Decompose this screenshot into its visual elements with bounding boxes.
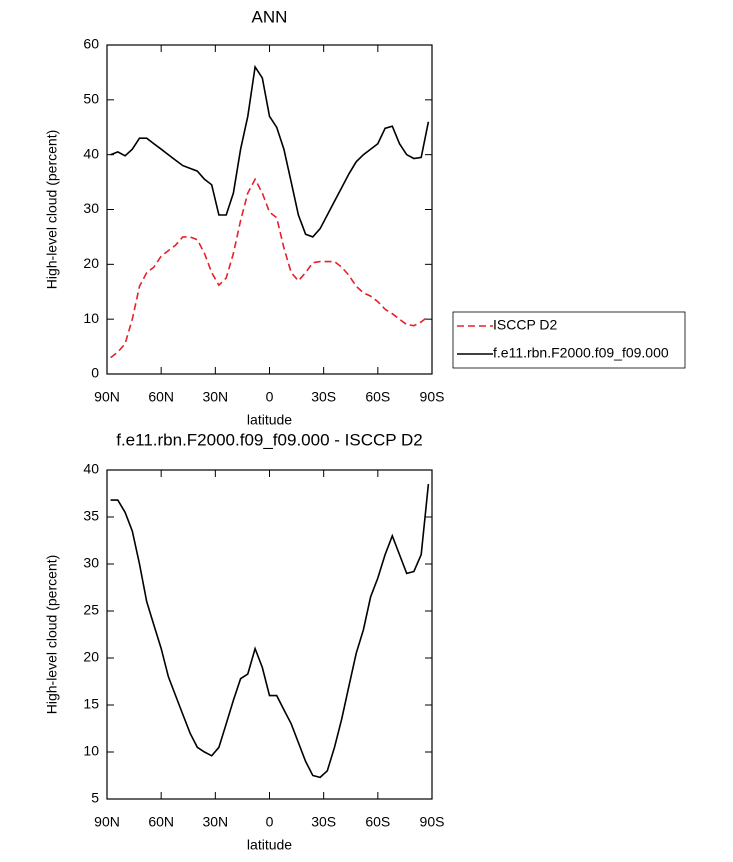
x-axis-label: latitude — [247, 412, 292, 428]
x-tick-label: 60N — [148, 814, 174, 830]
y-tick-label: 40 — [83, 461, 99, 477]
y-tick-label: 30 — [83, 555, 99, 571]
x-axis-label: latitude — [247, 837, 292, 853]
data-line — [110, 64, 430, 238]
x-tick-label: 60S — [365, 814, 390, 830]
x-tick-label: 30S — [311, 389, 336, 405]
legend-box — [452, 311, 686, 369]
y-tick-label: 25 — [83, 602, 99, 618]
y-tick-label: 50 — [83, 91, 99, 107]
x-tick-label: 60S — [365, 389, 390, 405]
y-tick-label: 15 — [83, 696, 99, 712]
x-tick-label: 30S — [311, 814, 336, 830]
y-tick-label: 40 — [83, 145, 99, 161]
x-tick-label: 30N — [202, 814, 228, 830]
y-tick-label: 10 — [83, 310, 99, 326]
y-axis-label: High-level cloud (percent) — [44, 130, 60, 290]
legend-label: ISCCP D2 — [493, 317, 558, 333]
x-tick-label: 90N — [94, 814, 120, 830]
x-tick-label: 90S — [420, 389, 445, 405]
legend-label: f.e11.rbn.F2000.f09_f09.000 — [493, 345, 669, 361]
plot-frame — [106, 44, 433, 375]
x-tick-label: 0 — [266, 389, 274, 405]
plot-frame — [106, 469, 433, 800]
x-tick-label: 90S — [420, 814, 445, 830]
y-tick-label: 5 — [91, 790, 99, 806]
chart-title: f.e11.rbn.F2000.f09_f09.000 - ISCCP D2 — [116, 430, 423, 449]
y-tick-label: 10 — [83, 743, 99, 759]
x-tick-label: 30N — [202, 389, 228, 405]
chart-title: ANN — [252, 7, 288, 26]
y-tick-label: 0 — [91, 365, 99, 381]
y-tick-label: 60 — [83, 36, 99, 52]
y-tick-label: 35 — [83, 508, 99, 524]
x-tick-label: 60N — [148, 389, 174, 405]
y-tick-label: 30 — [83, 200, 99, 216]
data-line — [110, 484, 430, 779]
y-tick-label: 20 — [83, 255, 99, 271]
x-tick-label: 0 — [266, 814, 274, 830]
y-axis-label: High-level cloud (percent) — [44, 555, 60, 715]
data-line — [110, 177, 429, 359]
x-tick-label: 90N — [94, 389, 120, 405]
y-tick-label: 20 — [83, 649, 99, 665]
